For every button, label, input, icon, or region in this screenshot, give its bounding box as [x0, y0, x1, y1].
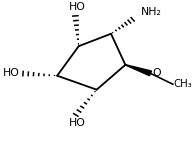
Text: HO: HO — [68, 118, 85, 128]
Text: HO: HO — [68, 2, 85, 12]
Text: HO: HO — [3, 68, 19, 78]
Polygon shape — [125, 65, 152, 76]
Text: O: O — [152, 68, 161, 78]
Text: CH₃: CH₃ — [174, 79, 193, 89]
Text: NH₂: NH₂ — [141, 7, 161, 17]
